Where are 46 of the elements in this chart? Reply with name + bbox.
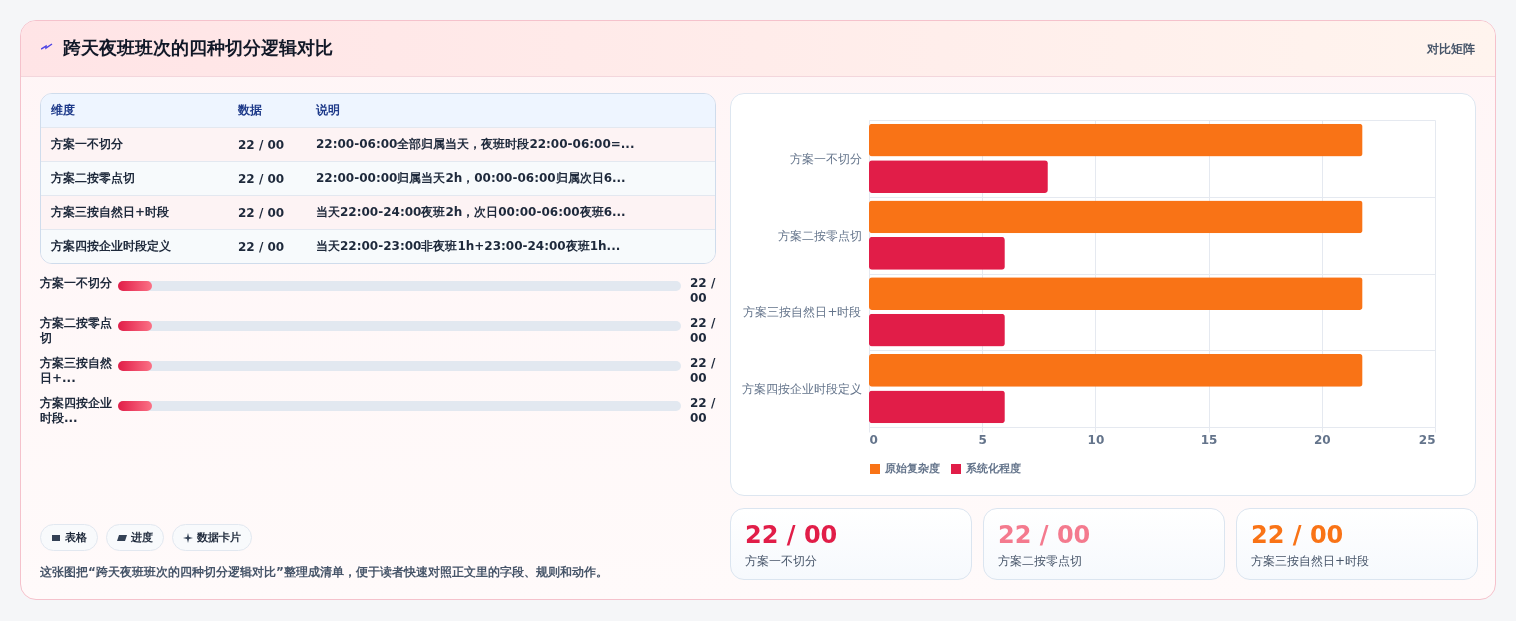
text: 22 / 00 bbox=[690, 316, 716, 346]
x-tick-label: 25 bbox=[1418, 432, 1436, 447]
legend-label: 系统化程度 bbox=[965, 462, 1021, 475]
text: 数据 bbox=[238, 102, 263, 119]
y-tick-label: 方案二按零点切 bbox=[777, 228, 862, 243]
y-tick-label: 方案三按自然日+时段 bbox=[743, 305, 862, 320]
text: 22 / 00 bbox=[1251, 521, 1345, 549]
text: 22 / 00 bbox=[238, 205, 286, 220]
text: 方案三按自然日+时段 bbox=[1251, 553, 1371, 570]
y-tick-label: 方案一不切分 bbox=[789, 151, 862, 166]
text: 方案二按零点切 bbox=[50, 170, 136, 187]
text: 方案四按企业时段定义 bbox=[50, 238, 172, 255]
text: 这张图把“跨天夜班班次的四种切分逻辑对比”整理成清单，便于读者快速对照正文里的字段、规则和动作。 bbox=[40, 564, 608, 581]
text: 22:00-00:00归属当天2h，00:00-06:00归属次日6... bbox=[316, 170, 627, 187]
text: 方案二按零点切 bbox=[40, 316, 113, 346]
x-tick-label: 10 bbox=[1087, 432, 1105, 447]
text: 方案一不切分 bbox=[50, 136, 124, 153]
x-tick-label: 5 bbox=[978, 432, 987, 447]
text: 当天22:00-24:00夜班2h，次日00:00-06:00夜班6... bbox=[316, 204, 627, 221]
text: 数据卡片 bbox=[197, 530, 241, 545]
text: 22:00-06:00全部归属当天，夜班时段22:00-06:00=... bbox=[316, 136, 636, 153]
legend-label: 原始复杂度 bbox=[884, 462, 940, 475]
y-tick-label: 方案四按企业时段定义 bbox=[741, 382, 862, 397]
text: 进度 bbox=[131, 530, 153, 545]
text: 方案四按企业时段... bbox=[40, 396, 113, 426]
text: 22 / 00 bbox=[690, 356, 716, 386]
text: 方案三按自然日+时段 bbox=[50, 204, 171, 221]
x-tick-label: 0 bbox=[869, 432, 878, 447]
text: 方案三按自然日+... bbox=[40, 356, 113, 386]
x-tick-label: 20 bbox=[1313, 432, 1331, 447]
text: 维度 bbox=[50, 102, 76, 119]
x-tick-label: 15 bbox=[1200, 432, 1218, 447]
text: 22 / 00 bbox=[690, 276, 716, 306]
text: 22 / 00 bbox=[998, 521, 1092, 549]
text: 跨天夜班班次的四种切分逻辑对比 bbox=[63, 36, 333, 60]
text: 22 / 00 bbox=[238, 239, 286, 254]
text: 22 / 00 bbox=[690, 396, 716, 426]
text: 方案二按零点切 bbox=[998, 553, 1083, 570]
text: 当天22:00-23:00非夜班1h+23:00-24:00夜班1h... bbox=[316, 238, 622, 255]
text: 方案一不切分 bbox=[40, 276, 113, 291]
text: 对比矩阵 bbox=[1427, 41, 1475, 58]
text: 22 / 00 bbox=[745, 521, 839, 549]
text: 说明 bbox=[316, 102, 341, 119]
text: 22 / 00 bbox=[238, 137, 286, 152]
text: 表格 bbox=[65, 530, 87, 545]
text: 22 / 00 bbox=[238, 171, 286, 186]
